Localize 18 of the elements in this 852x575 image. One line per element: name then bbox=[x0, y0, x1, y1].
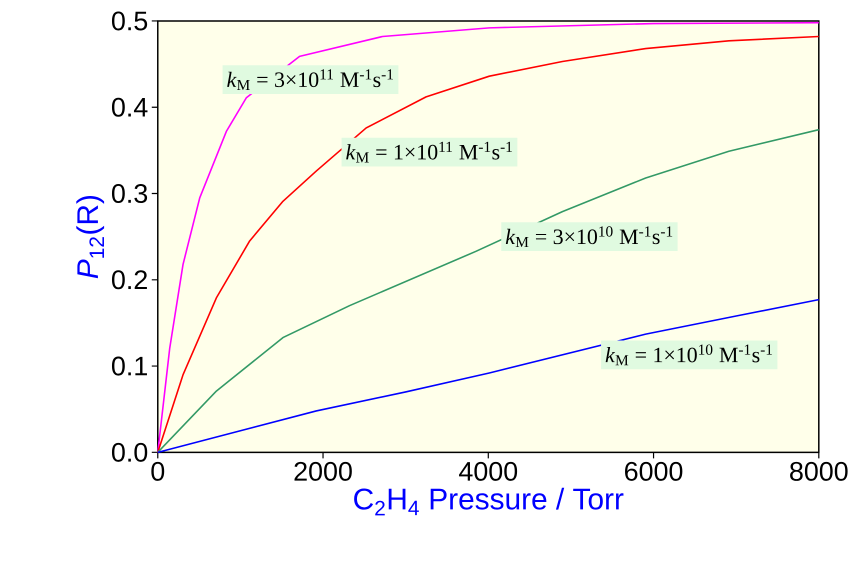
y-tick-label: 0.0 bbox=[112, 442, 148, 462]
x-tick-label: 8000 bbox=[790, 462, 848, 481]
series-label: k$_{M}$ = 3×10$^{11}$ M$^{-1}$s$^{-1}$ bbox=[227, 69, 393, 90]
x-axis-title: C$_{2}$H$_{4}$ Pressure / Torr bbox=[354, 488, 624, 516]
series-label: k$_{M}$ = 1×10$^{10}$ M$^{-1}$s$^{-1}$ bbox=[606, 344, 772, 366]
x-tick-label: 4000 bbox=[459, 462, 518, 481]
y-tick-label: 0.3 bbox=[112, 184, 148, 203]
x-tick-label: 2000 bbox=[294, 462, 352, 481]
x-tick-label: 0 bbox=[151, 462, 164, 481]
series-label: k$_{M}$ = 1×10$^{11}$ M$^{-1}$s$^{-1}$ bbox=[346, 142, 512, 162]
y-tick-label: 0.1 bbox=[112, 356, 147, 376]
y-axis-title: P$_{12}$(R) bbox=[76, 196, 104, 278]
y-tick-label: 0.2 bbox=[112, 270, 147, 290]
line-series bbox=[156, 298, 820, 454]
series-label: k$_{M}$ = 3×10$^{10}$ M$^{-1}$s$^{-1}$ bbox=[506, 226, 672, 247]
y-tick-label: 0.5 bbox=[112, 11, 148, 30]
x-tick-label: 6000 bbox=[625, 462, 682, 481]
y-tick-label: 0.4 bbox=[112, 98, 148, 117]
